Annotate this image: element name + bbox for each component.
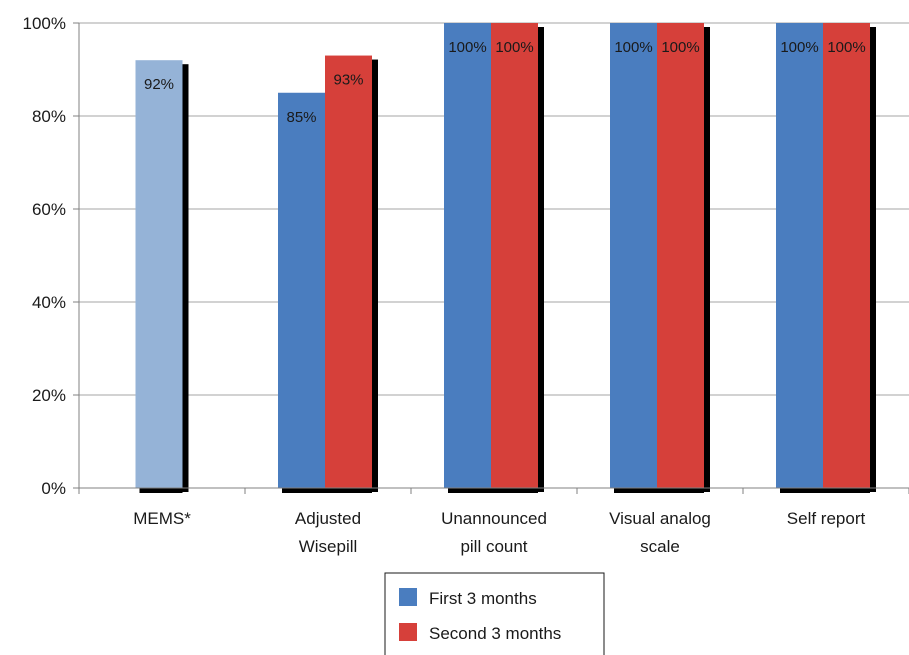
bar-shadow-base [282,488,372,493]
bar [610,23,657,488]
y-tick-label: 20% [32,386,66,405]
bar [491,23,538,488]
legend-box [384,572,605,655]
bars [135,23,870,489]
x-category-label: pill count [460,537,527,556]
bar [657,23,704,488]
x-axis-category-labels: MEMS* Adjusted Wisepill Unannounced pill cou… [133,509,865,556]
x-category-label: Adjusted [295,509,361,528]
bar-shadow-base [139,488,183,493]
y-tick-label: 80% [32,107,66,126]
x-category-label: Unannounced [441,509,547,528]
bar-shadow-base [780,488,870,493]
data-label: 100% [661,39,699,56]
legend: First 3 months Second 3 months [384,572,605,655]
y-tick-label: 0% [41,479,66,498]
y-tick-label: 100% [23,14,66,33]
data-label: 100% [827,39,865,56]
data-label: 100% [495,39,533,56]
y-tick-label: 60% [32,200,66,219]
bar [444,23,491,488]
bar-shadow-base [614,488,704,493]
data-label: 100% [448,39,486,56]
bar-shadow-base [448,488,538,493]
bar [776,23,823,488]
legend-label: First 3 months [429,589,537,608]
data-label: 92% [144,76,174,93]
x-category-label: Self report [787,509,866,528]
bar [278,92,325,488]
data-label: 85% [286,109,316,126]
data-label: 100% [780,39,818,56]
y-tick-label: 40% [32,293,66,312]
data-label: 93% [333,72,363,89]
x-category-label: MEMS* [133,509,191,528]
x-category-label: Visual analog [609,509,711,528]
legend-label: Second 3 months [429,624,561,643]
bar [325,55,372,489]
bar [823,23,870,488]
bar [135,60,183,488]
y-axis-ticks: 0% 20% 40% 60% 80% 100% [23,14,79,498]
legend-swatch [399,588,417,606]
data-labels: 92% 85% 93% 100% 100% 100% 100% 100% 100% [144,39,866,126]
x-category-label: scale [640,537,680,556]
legend-swatch [399,623,417,641]
axes [78,23,909,494]
x-category-label: Wisepill [299,537,358,556]
data-label: 100% [614,39,652,56]
